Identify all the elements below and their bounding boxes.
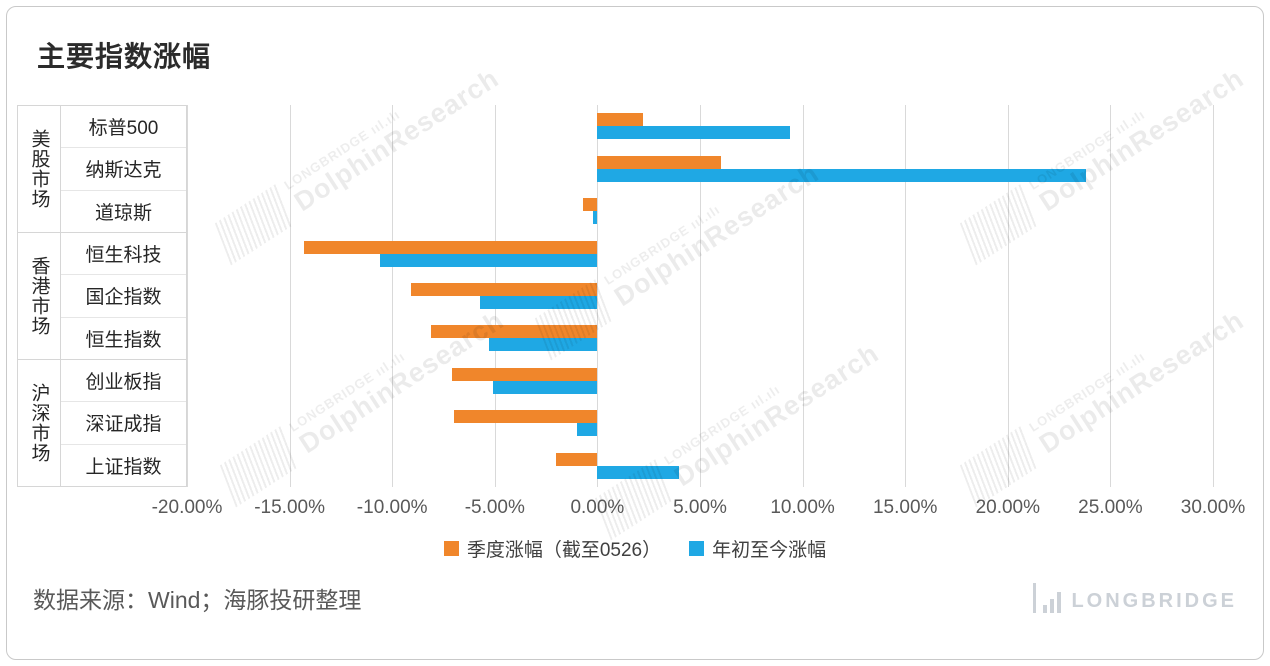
- group-row-1: 香港市场 恒生科技 国企指数恒生指数: [18, 233, 186, 360]
- bar-quarter: [556, 452, 598, 466]
- bar-ytd: [597, 168, 1086, 182]
- category-label: 标普500: [61, 106, 186, 149]
- category-column: 恒生科技 国企指数恒生指数: [61, 233, 186, 359]
- bar-row-恒生科技: [187, 232, 1213, 274]
- group-row-2: 沪深市场 创业板指 深证成指上证指数: [18, 360, 186, 486]
- bar-quarter: [583, 198, 598, 212]
- gridline: [392, 105, 394, 487]
- x-tick-label: 30.00%: [1180, 497, 1246, 518]
- legend-label: 季度涨幅（截至0526）: [466, 539, 662, 561]
- footer: 数据来源：Wind；海豚投研整理 LONGBRIDGE: [7, 581, 1263, 615]
- bar-row-恒生指数: [187, 317, 1213, 359]
- category-label: 纳斯达克: [61, 148, 186, 191]
- x-tick-label: 10.00%: [770, 497, 835, 518]
- bar-quarter: [451, 367, 598, 381]
- bar-ytd: [597, 465, 680, 479]
- category-label: 创业板指: [61, 360, 186, 403]
- legend-swatch: [443, 540, 459, 556]
- bar-ytd: [593, 211, 598, 225]
- bar-quarter: [597, 113, 643, 127]
- group-row-0: 美股市场 标普500 纳斯达克道琼斯: [18, 106, 186, 233]
- bar-row-道琼斯: [187, 190, 1213, 232]
- bar-quarter: [453, 410, 598, 424]
- x-axis: -20.00% -15.00% -10.00% -5.00% 0.00% 5.00% 10.…: [152, 487, 1246, 531]
- category-label: 上证指数: [85, 456, 162, 478]
- bar-quarter: [431, 325, 598, 339]
- logo-text: LONGBRIDGE: [1071, 590, 1237, 612]
- x-tick-label: 5.00%: [673, 497, 727, 518]
- chart-area: 美股市场 标普500 纳斯达克道琼斯香港市场 恒生科技 国企指数恒生指数沪深市场 创业板指…: [17, 63, 1263, 541]
- category-label: 恒生科技: [61, 233, 186, 276]
- chart-card: 主要指数涨幅 美股市场 标普500 纳斯达克道琼斯香港市场 恒生科技 国企指数恒生指数沪…: [6, 6, 1264, 660]
- bar-row-创业板指: [187, 360, 1213, 402]
- category-label: 恒生指数: [85, 329, 162, 351]
- legend-label: 年初至今涨幅: [712, 539, 827, 561]
- bar-ytd: [480, 295, 598, 309]
- x-tick-label: 20.00%: [975, 497, 1041, 518]
- bar-quarter: [597, 155, 721, 169]
- group-label: 香港市场: [18, 233, 61, 359]
- legend-item-0: 季度涨幅（截至0526）: [443, 535, 662, 562]
- bar-quarter: [410, 282, 598, 296]
- bar-quarter: [303, 240, 598, 254]
- gridline: [1213, 105, 1214, 487]
- x-tick-label: -15.00%: [254, 497, 325, 518]
- plot-inner: [187, 105, 1214, 487]
- bar-row-上证指数: [187, 445, 1213, 487]
- chart-title: 主要指数涨幅: [37, 41, 212, 72]
- legend: 季度涨幅（截至0526） 年初至今涨幅: [7, 531, 1263, 565]
- bar-row-标普500: [187, 105, 1213, 147]
- x-tick-label: -10.00%: [356, 497, 428, 518]
- legend-item-1: 年初至今涨幅: [689, 535, 826, 562]
- bar-row-纳斯达克: [187, 147, 1213, 189]
- group-label: 美股市场: [18, 106, 61, 232]
- legend-swatch: [689, 540, 705, 556]
- category-column: 标普500 纳斯达克道琼斯: [61, 106, 186, 232]
- plot-area: LONGBRIDGE ııl.ılı DolphinResearch LONGBRI…: [187, 63, 1263, 541]
- group-label: 沪深市场: [18, 360, 61, 486]
- gridline: [289, 105, 291, 487]
- category-label: 国企指数: [61, 275, 186, 318]
- source-note: 数据来源：Wind；海豚投研整理: [33, 587, 362, 613]
- x-tick-label: -20.00%: [151, 497, 223, 518]
- bar-row-国企指数: [187, 275, 1213, 317]
- bar-row-深证成指: [187, 402, 1213, 444]
- bar-ytd: [379, 253, 598, 267]
- gridline: [802, 105, 804, 487]
- x-tick-label: 15.00%: [872, 497, 938, 518]
- x-tick-label: 25.00%: [1078, 497, 1143, 518]
- bar-ytd: [488, 338, 598, 352]
- gridline: [700, 105, 701, 487]
- bar-ytd: [576, 423, 598, 437]
- x-tick-label: -5.00%: [464, 497, 525, 518]
- bar-ytd: [597, 126, 791, 140]
- gridline: [187, 105, 188, 487]
- category-axis: 美股市场 标普500 纳斯达克道琼斯香港市场 恒生科技 国企指数恒生指数沪深市场 创业板指…: [17, 105, 187, 487]
- logo-bars-icon: [1033, 583, 1062, 613]
- x-tick-label: 0.00%: [570, 497, 625, 518]
- category-column: 创业板指 深证成指上证指数: [61, 360, 186, 486]
- category-label: 深证成指: [61, 402, 186, 445]
- bar-ytd: [492, 380, 598, 394]
- longbridge-logo: LONGBRIDGE: [1033, 583, 1237, 613]
- category-label: 道琼斯: [94, 202, 152, 224]
- gridline: [1110, 105, 1112, 487]
- gridline: [905, 105, 907, 487]
- gridline: [597, 105, 599, 487]
- gridline: [1007, 105, 1009, 487]
